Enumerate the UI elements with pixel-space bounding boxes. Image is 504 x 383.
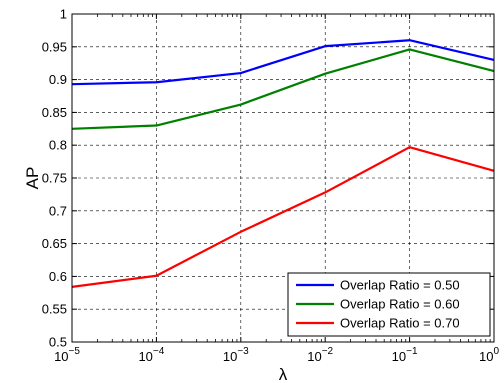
series-layer <box>71 39 495 288</box>
series-line-1 <box>71 48 495 130</box>
x-tick-label: 10−2 <box>307 346 333 364</box>
x-tick-label: 100 <box>479 346 499 364</box>
y-tick-labels: 0.5 0.55 0.6 0.65 0.7 0.75 0.8 0.85 0.9 0.95 1 <box>42 7 67 350</box>
y-tick-label: 0.75 <box>42 171 67 186</box>
x-tick-exponent: −5 <box>69 346 81 357</box>
grid <box>72 14 494 342</box>
x-tick-base: 10 <box>307 349 321 364</box>
x-tick-exponent: 0 <box>493 346 499 357</box>
x-tick-exponent: −3 <box>237 346 249 357</box>
legend-label-0: Overlap Ratio = 0.50 <box>340 278 460 293</box>
y-tick-label: 0.9 <box>49 72 67 87</box>
series-line-0 <box>71 39 495 86</box>
y-tick-label: 0.5 <box>49 335 67 350</box>
ticks <box>71 13 495 343</box>
x-tick-exponent: −1 <box>406 346 418 357</box>
y-tick-label: 0.95 <box>42 39 67 54</box>
y-tick-label: 1 <box>60 7 67 22</box>
x-tick-base: 10 <box>54 349 68 364</box>
y-tick-label: 0.7 <box>49 203 67 218</box>
y-tick-label: 0.85 <box>42 105 67 120</box>
legend-label-1: Overlap Ratio = 0.60 <box>340 297 460 312</box>
x-tick-label: 10−4 <box>138 346 164 364</box>
x-tick-base: 10 <box>223 349 237 364</box>
legend-label-2: Overlap Ratio = 0.70 <box>340 316 460 331</box>
y-tick-label: 0.65 <box>42 236 67 251</box>
x-axis-label: λ <box>279 365 288 383</box>
x-tick-base: 10 <box>138 349 152 364</box>
x-tick-labels: 10−5 10−4 10−3 10−2 10−1 100 <box>54 346 499 364</box>
x-tick-label: 10−5 <box>54 346 80 364</box>
x-tick-base: 10 <box>392 349 406 364</box>
x-tick-label: 10−1 <box>392 346 418 364</box>
y-tick-label: 0.6 <box>49 269 67 284</box>
x-tick-exponent: −4 <box>153 346 165 357</box>
y-axis-label: AP <box>23 167 42 190</box>
y-tick-label: 0.55 <box>42 302 67 317</box>
series-line-2 <box>71 146 495 288</box>
y-tick-label: 0.8 <box>49 138 67 153</box>
legend: Overlap Ratio = 0.50 Overlap Ratio = 0.60… <box>287 272 491 337</box>
x-tick-label: 10−3 <box>223 346 249 364</box>
x-tick-exponent: −2 <box>322 346 334 357</box>
x-tick-base: 10 <box>479 349 493 364</box>
